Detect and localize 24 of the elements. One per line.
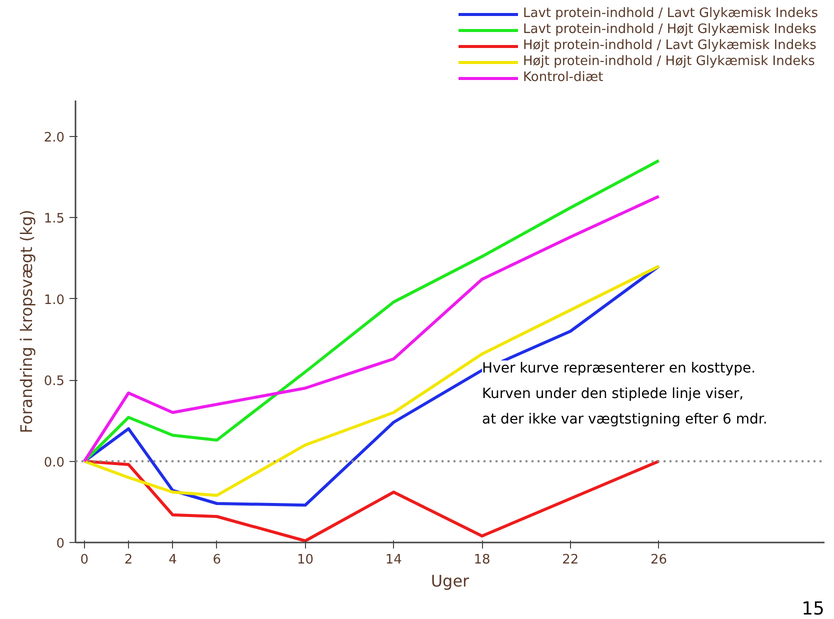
x-tick-label: 0 (80, 552, 88, 568)
text: 15 (802, 598, 824, 619)
x-tick-label: 18 (474, 552, 490, 568)
y-axis-title: Forandring i kropsvægt (kg) (16, 210, 36, 434)
x-tick-label: 26 (650, 552, 668, 568)
x-tick-label: 14 (385, 552, 402, 568)
legend-label: Lavt protein-indhold / Lavt Glykæmisk Indeks (523, 6, 818, 21)
y-tick-label: 0.0 (44, 455, 65, 470)
legend-label: Højt protein-indhold / Lavt Glykæmisk Indeks (523, 38, 816, 53)
x-tick-label: 6 (212, 552, 222, 568)
legend-label: Lavt protein-indhold / Højt Glykæmisk Indeks (523, 22, 816, 37)
y-tick-label: 2.0 (44, 130, 65, 146)
y-tick-label: 1.0 (44, 292, 65, 308)
annotation: Hver kurve repræsenterer en kosttype. Kurven under den stiplede linje viser, at der ikke var vægtstigning efter 6 mdr. (482, 360, 768, 428)
legend-label: Højt protein-indhold / Højt Glykæmisk Indeks (523, 54, 815, 69)
legend-label: Kontrol-diæt (523, 70, 604, 85)
y-tick-label: 1.5 (44, 212, 65, 226)
x-tick-label: 22 (562, 552, 579, 568)
x-axis-title: Uger (430, 572, 470, 590)
x-tick-label: 2 (124, 552, 133, 568)
y-tick-label: 0 (56, 536, 65, 552)
y-tick-label: 0.5 (44, 374, 65, 389)
x-tick-label: 10 (297, 552, 314, 568)
x-tick-label: 4 (168, 552, 177, 568)
